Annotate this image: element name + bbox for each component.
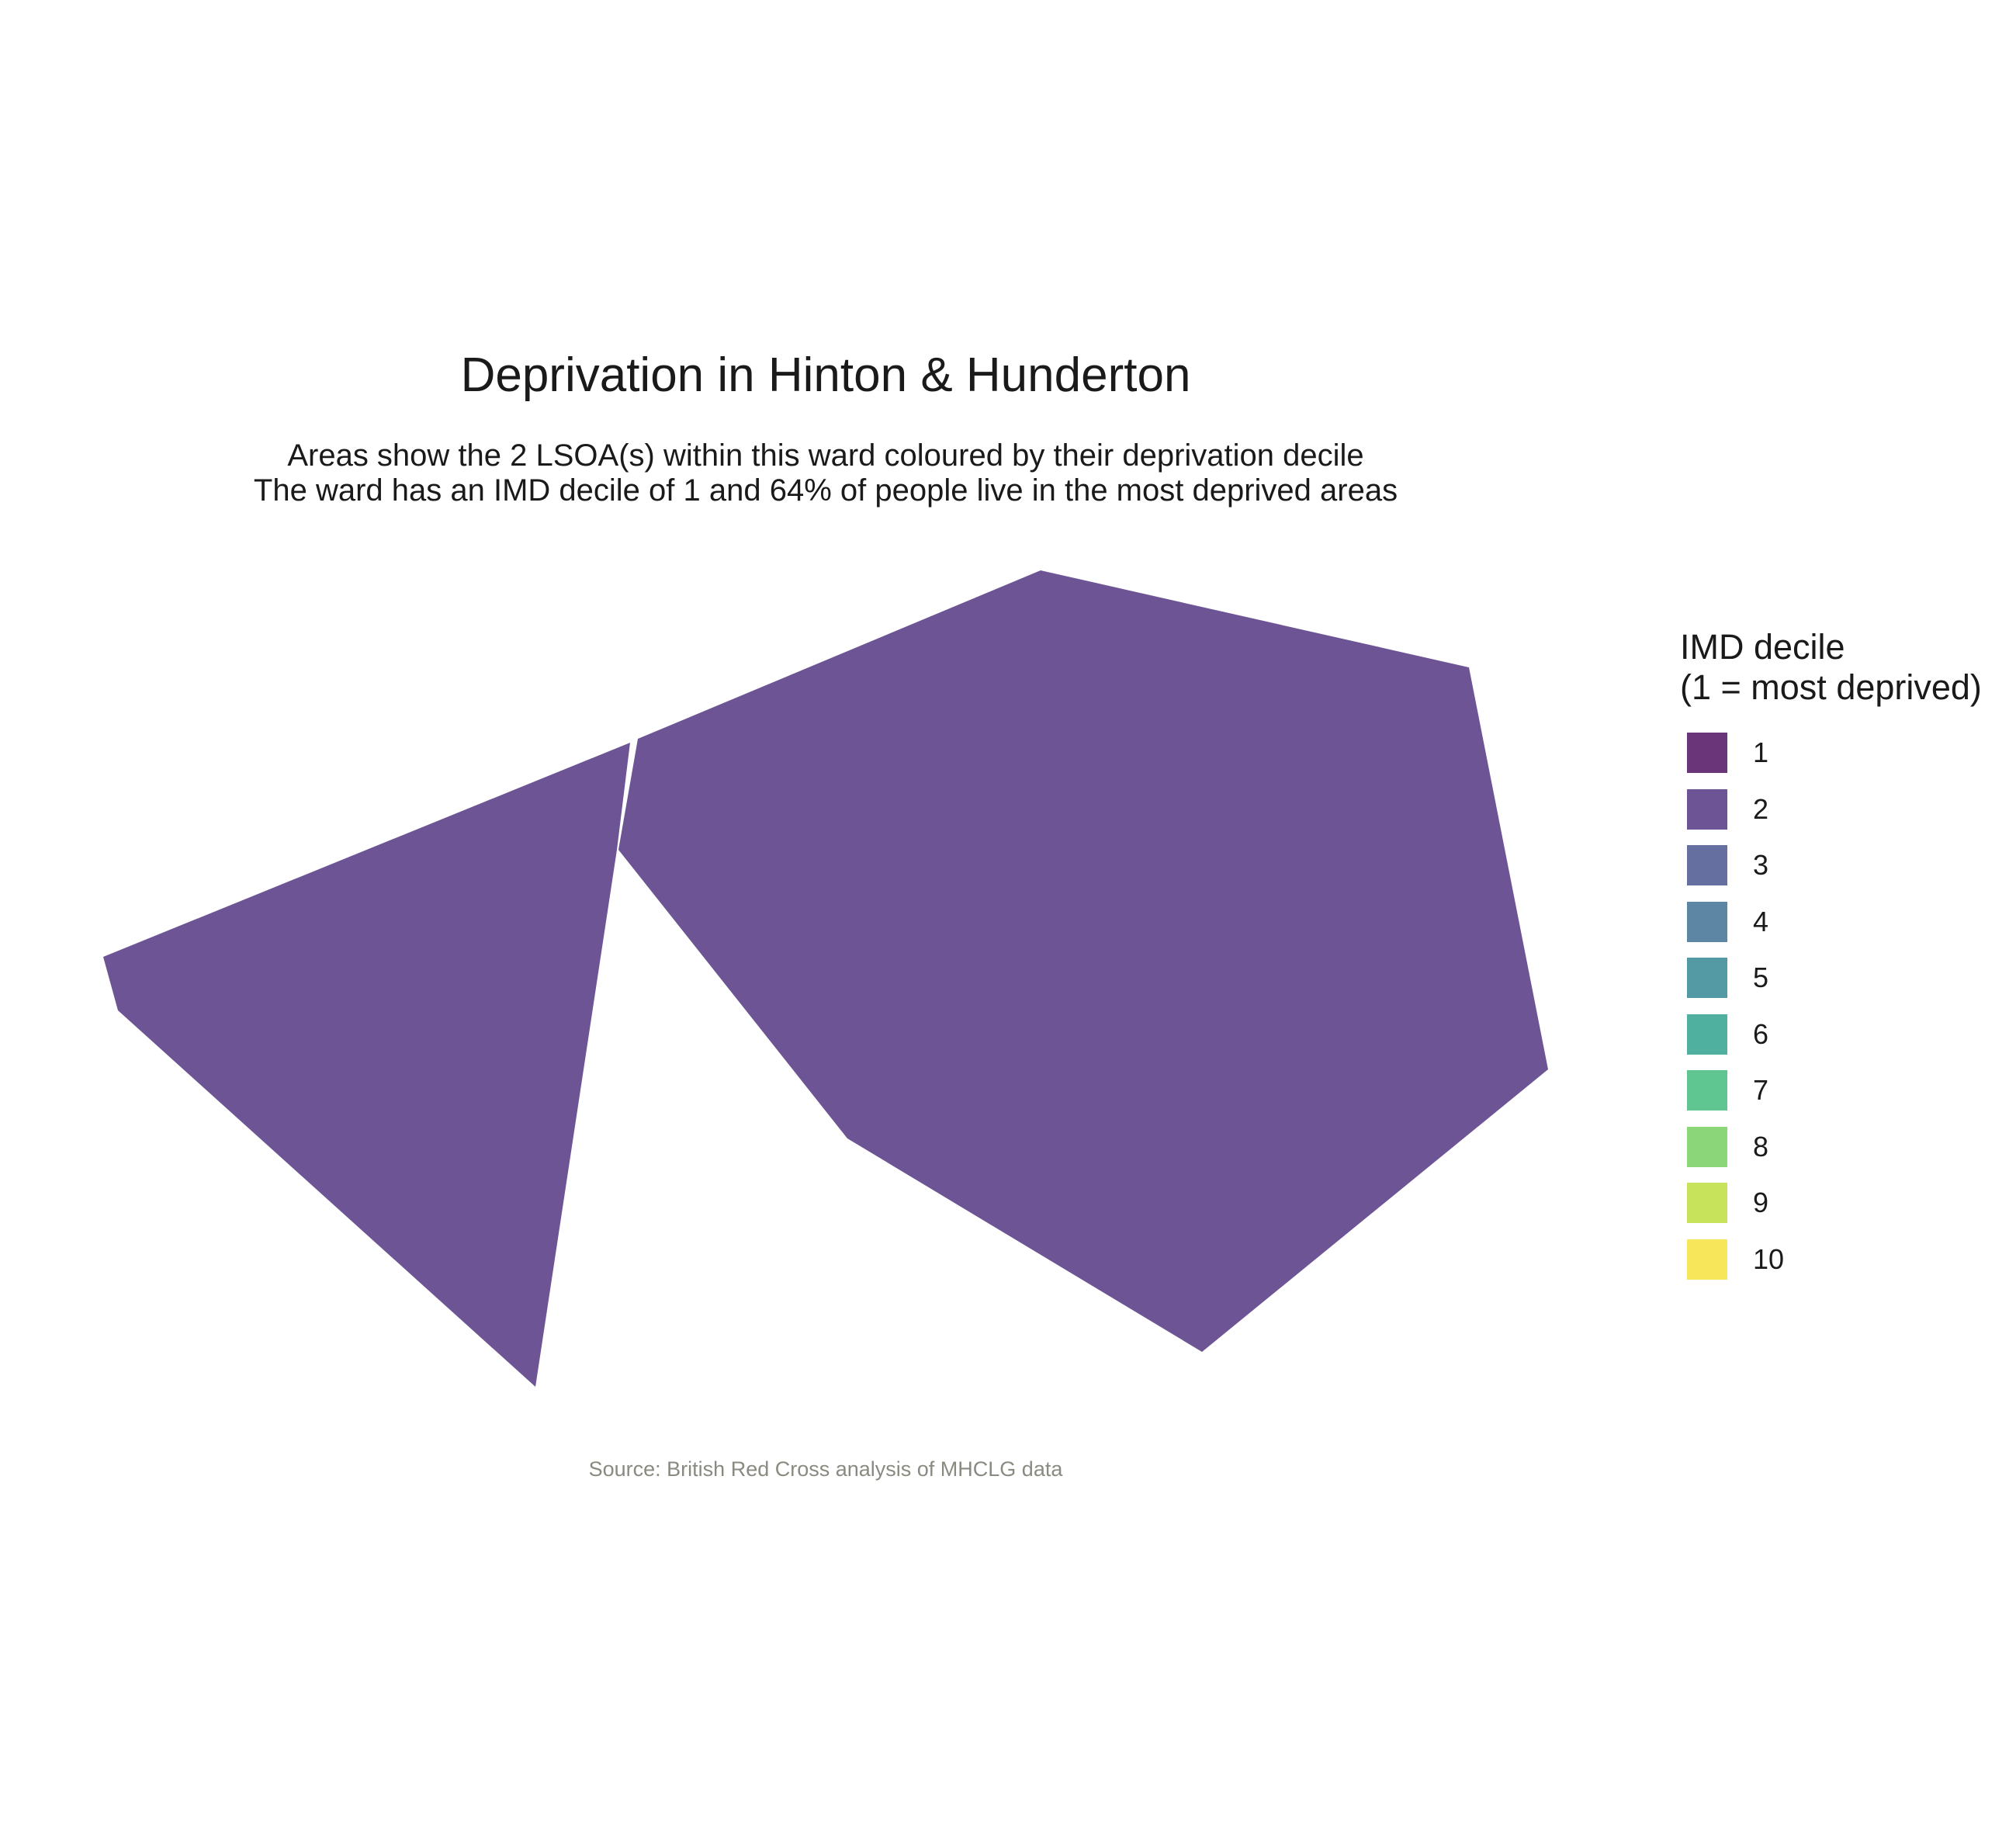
legend-label: 5 (1753, 962, 1769, 994)
legend: IMD decile (1 = most deprived) 1 2 3 4 5 6 7 8 9… (1680, 627, 1982, 1287)
legend-item-5: 5 (1680, 950, 1982, 1007)
legend-item-3: 3 (1680, 837, 1982, 894)
legend-item-4: 4 (1680, 894, 1982, 951)
legend-label: 4 (1753, 905, 1769, 937)
legend-swatch (1687, 1070, 1727, 1111)
legend-item-1: 1 (1680, 725, 1982, 781)
legend-title-line-1: IMD decile (1680, 627, 1845, 667)
map-title: Deprivation in Hinton & Hunderton (460, 348, 1191, 402)
legend-item-10: 10 (1680, 1232, 1982, 1288)
legend-label: 7 (1753, 1074, 1769, 1107)
legend-label: 2 (1753, 792, 1769, 825)
legend-swatch (1687, 1126, 1727, 1167)
legend-swatch (1687, 1239, 1727, 1280)
legend-label: 9 (1753, 1187, 1769, 1219)
legend-item-6: 6 (1680, 1007, 1982, 1063)
legend-items: 1 2 3 4 5 6 7 8 9 10 (1680, 725, 1982, 1287)
legend-item-2: 2 (1680, 781, 1982, 838)
legend-label: 6 (1753, 1017, 1769, 1050)
legend-label: 10 (1753, 1242, 1785, 1275)
legend-item-7: 7 (1680, 1062, 1982, 1119)
legend-swatch (1687, 845, 1727, 886)
legend-swatch (1687, 788, 1727, 830)
legend-label: 1 (1753, 736, 1769, 769)
map-subtitle-line-2: The ward has an IMD decile of 1 and 64% … (253, 473, 1398, 508)
legend-swatch (1687, 958, 1727, 999)
legend-swatch (1687, 1014, 1727, 1055)
legend-swatch (1687, 733, 1727, 774)
legend-swatch (1687, 901, 1727, 942)
legend-title: IMD decile (1 = most deprived) (1680, 627, 1982, 708)
legend-item-9: 9 (1680, 1175, 1982, 1232)
lsoa-area-west[interactable] (103, 743, 630, 1387)
map-subtitle-line-1: Areas show the 2 LSOA(s) within this war… (287, 438, 1364, 473)
source-caption: Source: British Red Cross analysis of MH… (588, 1457, 1063, 1481)
lsoa-area-east[interactable] (618, 570, 1548, 1352)
legend-label: 8 (1753, 1130, 1769, 1163)
legend-label: 3 (1753, 849, 1769, 882)
legend-item-8: 8 (1680, 1119, 1982, 1176)
legend-title-line-2: (1 = most deprived) (1680, 667, 1982, 707)
legend-swatch (1687, 1183, 1727, 1224)
